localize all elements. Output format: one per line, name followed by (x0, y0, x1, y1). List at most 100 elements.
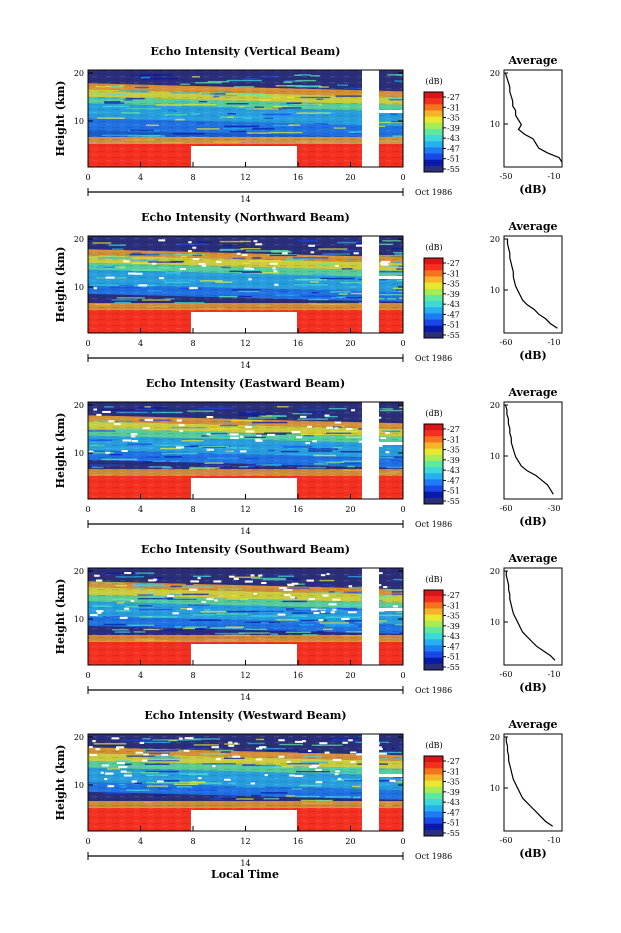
missing-data-column (362, 734, 379, 831)
heatmap-gap (272, 267, 276, 270)
heatmap-gap (278, 739, 285, 742)
heatmap-gap (278, 755, 285, 758)
x-tick-label: 0 (400, 339, 405, 348)
colorbar-cell (424, 319, 443, 327)
heatmap-gap (116, 762, 125, 765)
x-tick-label: 20 (345, 837, 355, 846)
heatmap-gap (179, 268, 186, 271)
colorbar-cell (424, 294, 443, 302)
heatmap-gap (255, 747, 263, 750)
heatmap-gap (259, 746, 267, 749)
heatmap-gap (148, 579, 156, 582)
heatmap-gap (283, 589, 293, 592)
average-x-tick-label: -10 (548, 670, 561, 679)
heatmap-gap (294, 775, 303, 778)
heatmap-gap (335, 770, 340, 773)
average-frame (503, 567, 563, 666)
heatmap-gap (308, 749, 312, 752)
heatmap-gap (228, 741, 233, 744)
heatmap-gap (348, 585, 353, 588)
average-frame (503, 235, 563, 334)
heatmap-gap (296, 436, 302, 439)
heatmap-gap (348, 739, 353, 742)
colorbar-cell (424, 823, 443, 831)
average-profile-line (505, 571, 556, 661)
colorbar-tick-label: -39 (447, 622, 460, 631)
average-title: Average (507, 718, 557, 731)
heatmap-gap (245, 430, 255, 433)
y-tick-label: 10 (74, 615, 84, 624)
colorbar-cell (424, 325, 443, 333)
colorbar-cell (424, 473, 443, 480)
x-tick-label: 12 (240, 173, 250, 182)
x-tick-label: 12 (240, 671, 250, 680)
heatmap-gap (310, 251, 315, 254)
average-frame (503, 69, 563, 168)
heatmap-gap (308, 598, 315, 601)
x-tick-label: 12 (240, 339, 250, 348)
heatmap-gap (176, 446, 185, 449)
heatmap-gap (307, 425, 312, 428)
colorbar-tick-label: -35 (447, 446, 460, 455)
heatmap-gap (379, 444, 383, 447)
colorbar-cell (424, 596, 443, 603)
heatmap-gap (244, 425, 252, 428)
heatmap-gap (255, 438, 261, 441)
x-tick-label: 16 (293, 837, 303, 846)
heatmap-gap (93, 287, 98, 290)
heatmap-gap (161, 753, 168, 756)
heatmap-gap (347, 611, 357, 614)
heatmap-gap (88, 450, 94, 453)
colorbar-tick-label: -43 (447, 632, 460, 641)
colorbar-tick-label: -27 (447, 591, 460, 600)
heatmap-gap (213, 580, 222, 583)
heatmap-gap (291, 431, 301, 434)
colorbar-unit: (dB) (425, 575, 442, 584)
heatmap-gap (206, 598, 214, 601)
heatmap-gap (379, 276, 403, 279)
heatmap-gap (239, 450, 247, 453)
colorbar-cell (424, 756, 443, 763)
heatmap-gap (107, 785, 115, 788)
missing-data-block (191, 644, 297, 665)
heatmap-gap (334, 421, 342, 424)
colorbar-tick-label: -39 (447, 124, 460, 133)
colorbar-cell (424, 116, 443, 124)
heatmap-gap (228, 744, 235, 747)
x-tick-label: 12 (240, 837, 250, 846)
heatmap-gap (291, 582, 299, 585)
average-x-label: (dB) (519, 681, 546, 694)
heatmap-gap (379, 442, 403, 445)
colorbar-cell (424, 448, 443, 456)
colorbar-tick-label: -31 (447, 269, 460, 278)
heatmap-gap (234, 742, 238, 745)
heatmap-gap (310, 608, 318, 611)
heatmap-gap (244, 267, 252, 270)
date-day: 14 (240, 693, 250, 702)
heatmap-gap (308, 244, 316, 247)
heatmap-gap (122, 439, 132, 442)
y-axis-label: Height (km) (54, 413, 67, 489)
colorbar-cell (424, 829, 443, 837)
colorbar-cell (424, 811, 443, 819)
colorbar-tick-label: -31 (447, 767, 460, 776)
colorbar-tick-label: -27 (447, 425, 460, 434)
heatmap-gap (96, 413, 102, 416)
heatmap-gap (379, 608, 403, 611)
heatmap-gap (335, 264, 340, 267)
heatmap (88, 568, 403, 665)
heatmap-gap (274, 283, 279, 286)
heatmap-gap (324, 751, 330, 754)
heatmap-gap (90, 614, 98, 617)
heatmap-gap (215, 758, 222, 761)
average-y-tick-label: 10 (490, 452, 500, 461)
heatmap-gap (378, 752, 387, 755)
y-axis-label: Height (km) (54, 247, 67, 323)
colorbar-tick-label: -47 (447, 476, 460, 485)
heatmap-gap (124, 572, 132, 575)
heatmap-gap (326, 573, 330, 576)
colorbar-cell (424, 147, 443, 155)
y-axis-label: Height (km) (54, 81, 67, 157)
heatmap-gap (341, 618, 350, 621)
